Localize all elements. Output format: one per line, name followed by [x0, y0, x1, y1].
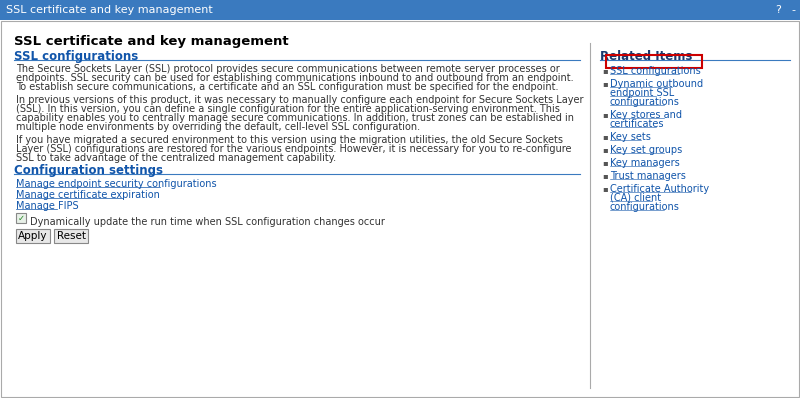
- Text: -: -: [791, 5, 795, 15]
- Text: Layer (SSL) configurations are restored for the various endpoints. However, it i: Layer (SSL) configurations are restored …: [16, 144, 571, 154]
- Text: ▪: ▪: [602, 66, 608, 75]
- FancyBboxPatch shape: [16, 229, 50, 243]
- Text: Dynamic outbound: Dynamic outbound: [610, 79, 703, 89]
- Text: Reset: Reset: [57, 231, 86, 241]
- Text: Key managers: Key managers: [610, 158, 680, 168]
- Text: ▪: ▪: [602, 184, 608, 193]
- Text: ▪: ▪: [602, 110, 608, 119]
- Text: The Secure Sockets Layer (SSL) protocol provides secure communications between r: The Secure Sockets Layer (SSL) protocol …: [16, 64, 560, 74]
- Text: endpoint SSL: endpoint SSL: [610, 88, 674, 98]
- Text: ▪: ▪: [602, 158, 608, 167]
- Text: Key set groups: Key set groups: [610, 145, 682, 155]
- Text: Manage certificate expiration: Manage certificate expiration: [16, 190, 160, 200]
- Text: Related Items: Related Items: [600, 50, 692, 63]
- Text: ▪: ▪: [602, 132, 608, 141]
- Text: configurations: configurations: [610, 97, 680, 107]
- Text: SSL to take advantage of the centralized management capability.: SSL to take advantage of the centralized…: [16, 153, 336, 163]
- Text: In previous versions of this product, it was necessary to manually configure eac: In previous versions of this product, it…: [16, 95, 583, 105]
- Text: SSL certificate and key management: SSL certificate and key management: [6, 5, 213, 15]
- Text: Trust managers: Trust managers: [610, 171, 686, 181]
- Text: Key sets: Key sets: [610, 132, 651, 142]
- Text: multiple node environments by overriding the default, cell-level SSL configurati: multiple node environments by overriding…: [16, 122, 420, 132]
- Text: SSL configurations: SSL configurations: [14, 50, 138, 63]
- Text: SSL certificate and key management: SSL certificate and key management: [14, 35, 289, 48]
- Text: configurations: configurations: [610, 202, 680, 212]
- FancyBboxPatch shape: [0, 0, 800, 20]
- Text: ▪: ▪: [602, 145, 608, 154]
- Text: Manage FIPS: Manage FIPS: [16, 201, 78, 211]
- Text: capability enables you to centrally manage secure communications. In addition, t: capability enables you to centrally mana…: [16, 113, 574, 123]
- Text: ✓: ✓: [18, 213, 25, 222]
- Text: ▪: ▪: [602, 171, 608, 180]
- Text: ?: ?: [775, 5, 781, 15]
- Text: If you have migrated a secured environment to this version using the migration u: If you have migrated a secured environme…: [16, 135, 563, 145]
- Text: (CA) client: (CA) client: [610, 193, 661, 203]
- Text: certificates: certificates: [610, 119, 665, 129]
- Text: Dynamically update the run time when SSL configuration changes occur: Dynamically update the run time when SSL…: [30, 217, 385, 227]
- Text: Apply: Apply: [18, 231, 48, 241]
- Text: SSL configurations: SSL configurations: [610, 66, 701, 76]
- Text: Manage endpoint security configurations: Manage endpoint security configurations: [16, 179, 217, 189]
- Text: Certificate Authority: Certificate Authority: [610, 184, 709, 194]
- Text: endpoints. SSL security can be used for establishing communications inbound to a: endpoints. SSL security can be used for …: [16, 73, 574, 83]
- FancyBboxPatch shape: [16, 213, 26, 223]
- Text: Configuration settings: Configuration settings: [14, 164, 163, 177]
- Text: (SSL). In this version, you can define a single configuration for the entire app: (SSL). In this version, you can define a…: [16, 104, 560, 114]
- Text: ▪: ▪: [602, 79, 608, 88]
- FancyBboxPatch shape: [1, 21, 799, 397]
- FancyBboxPatch shape: [54, 229, 88, 243]
- Text: Key stores and: Key stores and: [610, 110, 682, 120]
- Text: To establish secure communications, a certificate and an SSL configuration must : To establish secure communications, a ce…: [16, 82, 558, 92]
